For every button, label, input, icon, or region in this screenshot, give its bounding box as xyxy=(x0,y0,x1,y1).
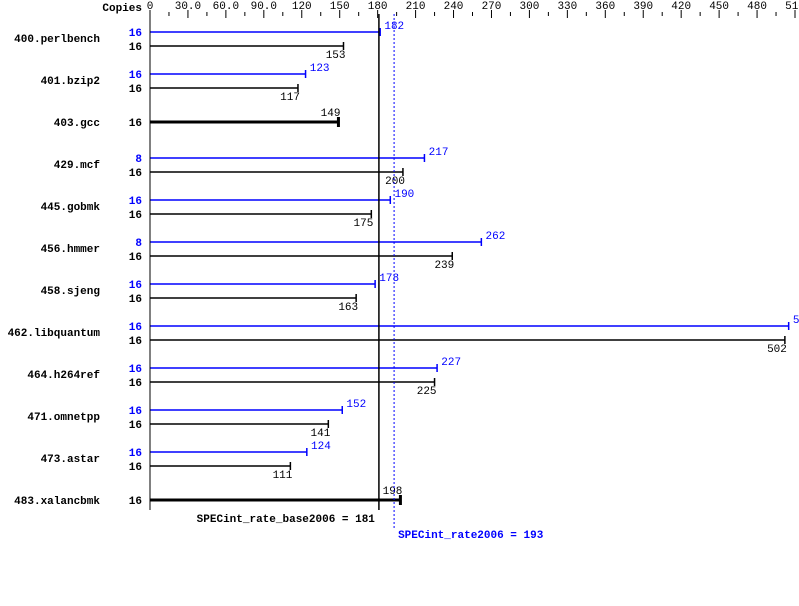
copies-base: 16 xyxy=(129,294,142,306)
value-peak: 217 xyxy=(429,147,449,159)
copies-base: 16 xyxy=(129,210,142,222)
value-base: 111 xyxy=(273,470,293,482)
axis-tick-label: 300 xyxy=(520,1,540,13)
spec-rate-chart: 0 30.0 60.0 90.0 120 150 180 210 240 270 300 330 360… xyxy=(0,0,799,606)
copies-header: Copies xyxy=(102,3,142,15)
copies-base: 16 xyxy=(129,496,142,508)
axis-tick-label: 390 xyxy=(633,1,653,13)
copies-base: 16 xyxy=(129,252,142,264)
value-base: 141 xyxy=(311,428,331,440)
copies-peak: 16 xyxy=(129,70,142,82)
value-base: 502 xyxy=(767,344,787,356)
copies-peak: 16 xyxy=(129,280,142,292)
axis-tick-label: 330 xyxy=(557,1,577,13)
benchmark-label: 403.gcc xyxy=(54,118,100,130)
benchmark-label: 445.gobmk xyxy=(41,202,101,214)
value-peak: 262 xyxy=(486,231,506,243)
axis-tick-label: 0 xyxy=(147,1,154,13)
value-peak: 123 xyxy=(310,63,330,75)
value-base: 200 xyxy=(385,176,405,188)
value-base: 149 xyxy=(321,108,341,120)
axis-tick-label: 510 xyxy=(785,1,799,13)
axis-tick-label: 180 xyxy=(368,1,388,13)
axis-tick-label: 480 xyxy=(747,1,767,13)
axis-tick-label: 120 xyxy=(292,1,312,13)
copies-base: 16 xyxy=(129,84,142,96)
value-peak: 152 xyxy=(346,399,366,411)
value-peak: 505 xyxy=(793,315,799,327)
copies-base: 16 xyxy=(129,420,142,432)
benchmark-label: 429.mcf xyxy=(54,160,101,172)
value-base: 239 xyxy=(434,260,454,272)
value-peak: 227 xyxy=(441,357,461,369)
copies-base: 16 xyxy=(129,462,142,474)
value-base: 175 xyxy=(354,218,374,230)
benchmark-label: 483.xalancbmk xyxy=(14,496,100,508)
copies-peak: 8 xyxy=(135,238,142,250)
copies-base: 16 xyxy=(129,378,142,390)
copies-base: 16 xyxy=(129,118,142,130)
value-peak: 190 xyxy=(394,189,414,201)
value-base: 198 xyxy=(383,486,403,498)
value-peak: 178 xyxy=(379,273,399,285)
benchmark-label: 471.omnetpp xyxy=(27,412,100,424)
copies-base: 16 xyxy=(129,42,142,54)
benchmark-label: 401.bzip2 xyxy=(41,76,100,88)
copies-peak: 16 xyxy=(129,28,142,40)
axis-tick-label: 240 xyxy=(444,1,464,13)
copies-base: 16 xyxy=(129,168,142,180)
copies-peak: 16 xyxy=(129,196,142,208)
axis-tick-label: 420 xyxy=(671,1,691,13)
value-peak: 124 xyxy=(311,441,331,453)
benchmark-label: 464.h264ref xyxy=(27,370,100,382)
axis-tick-label: 210 xyxy=(406,1,426,13)
footer-base-label: SPECint_rate_base2006 = 181 xyxy=(197,514,376,526)
copies-peak: 8 xyxy=(135,154,142,166)
value-base: 225 xyxy=(417,386,437,398)
benchmark-label: 462.libquantum xyxy=(8,328,101,340)
axis-tick-label: 150 xyxy=(330,1,350,13)
axis-tick-label: 60.0 xyxy=(213,1,239,13)
value-base: 163 xyxy=(338,302,358,314)
value-base: 153 xyxy=(326,50,346,62)
axis-tick-label: 90.0 xyxy=(251,1,277,13)
copies-peak: 16 xyxy=(129,406,142,418)
copies-peak: 16 xyxy=(129,322,142,334)
copies-peak: 16 xyxy=(129,364,142,376)
benchmark-label: 400.perlbench xyxy=(14,34,100,46)
axis-tick-label: 450 xyxy=(709,1,729,13)
value-base: 117 xyxy=(280,92,300,104)
benchmark-label: 458.sjeng xyxy=(41,286,100,298)
benchmark-label: 473.astar xyxy=(41,454,100,466)
axis-tick-label: 30.0 xyxy=(175,1,201,13)
axis-tick-label: 270 xyxy=(482,1,502,13)
benchmark-label: 456.hmmer xyxy=(41,244,100,256)
footer-peak-label: SPECint_rate2006 = 193 xyxy=(398,530,544,542)
copies-base: 16 xyxy=(129,336,142,348)
copies-peak: 16 xyxy=(129,448,142,460)
axis-tick-label: 360 xyxy=(595,1,615,13)
